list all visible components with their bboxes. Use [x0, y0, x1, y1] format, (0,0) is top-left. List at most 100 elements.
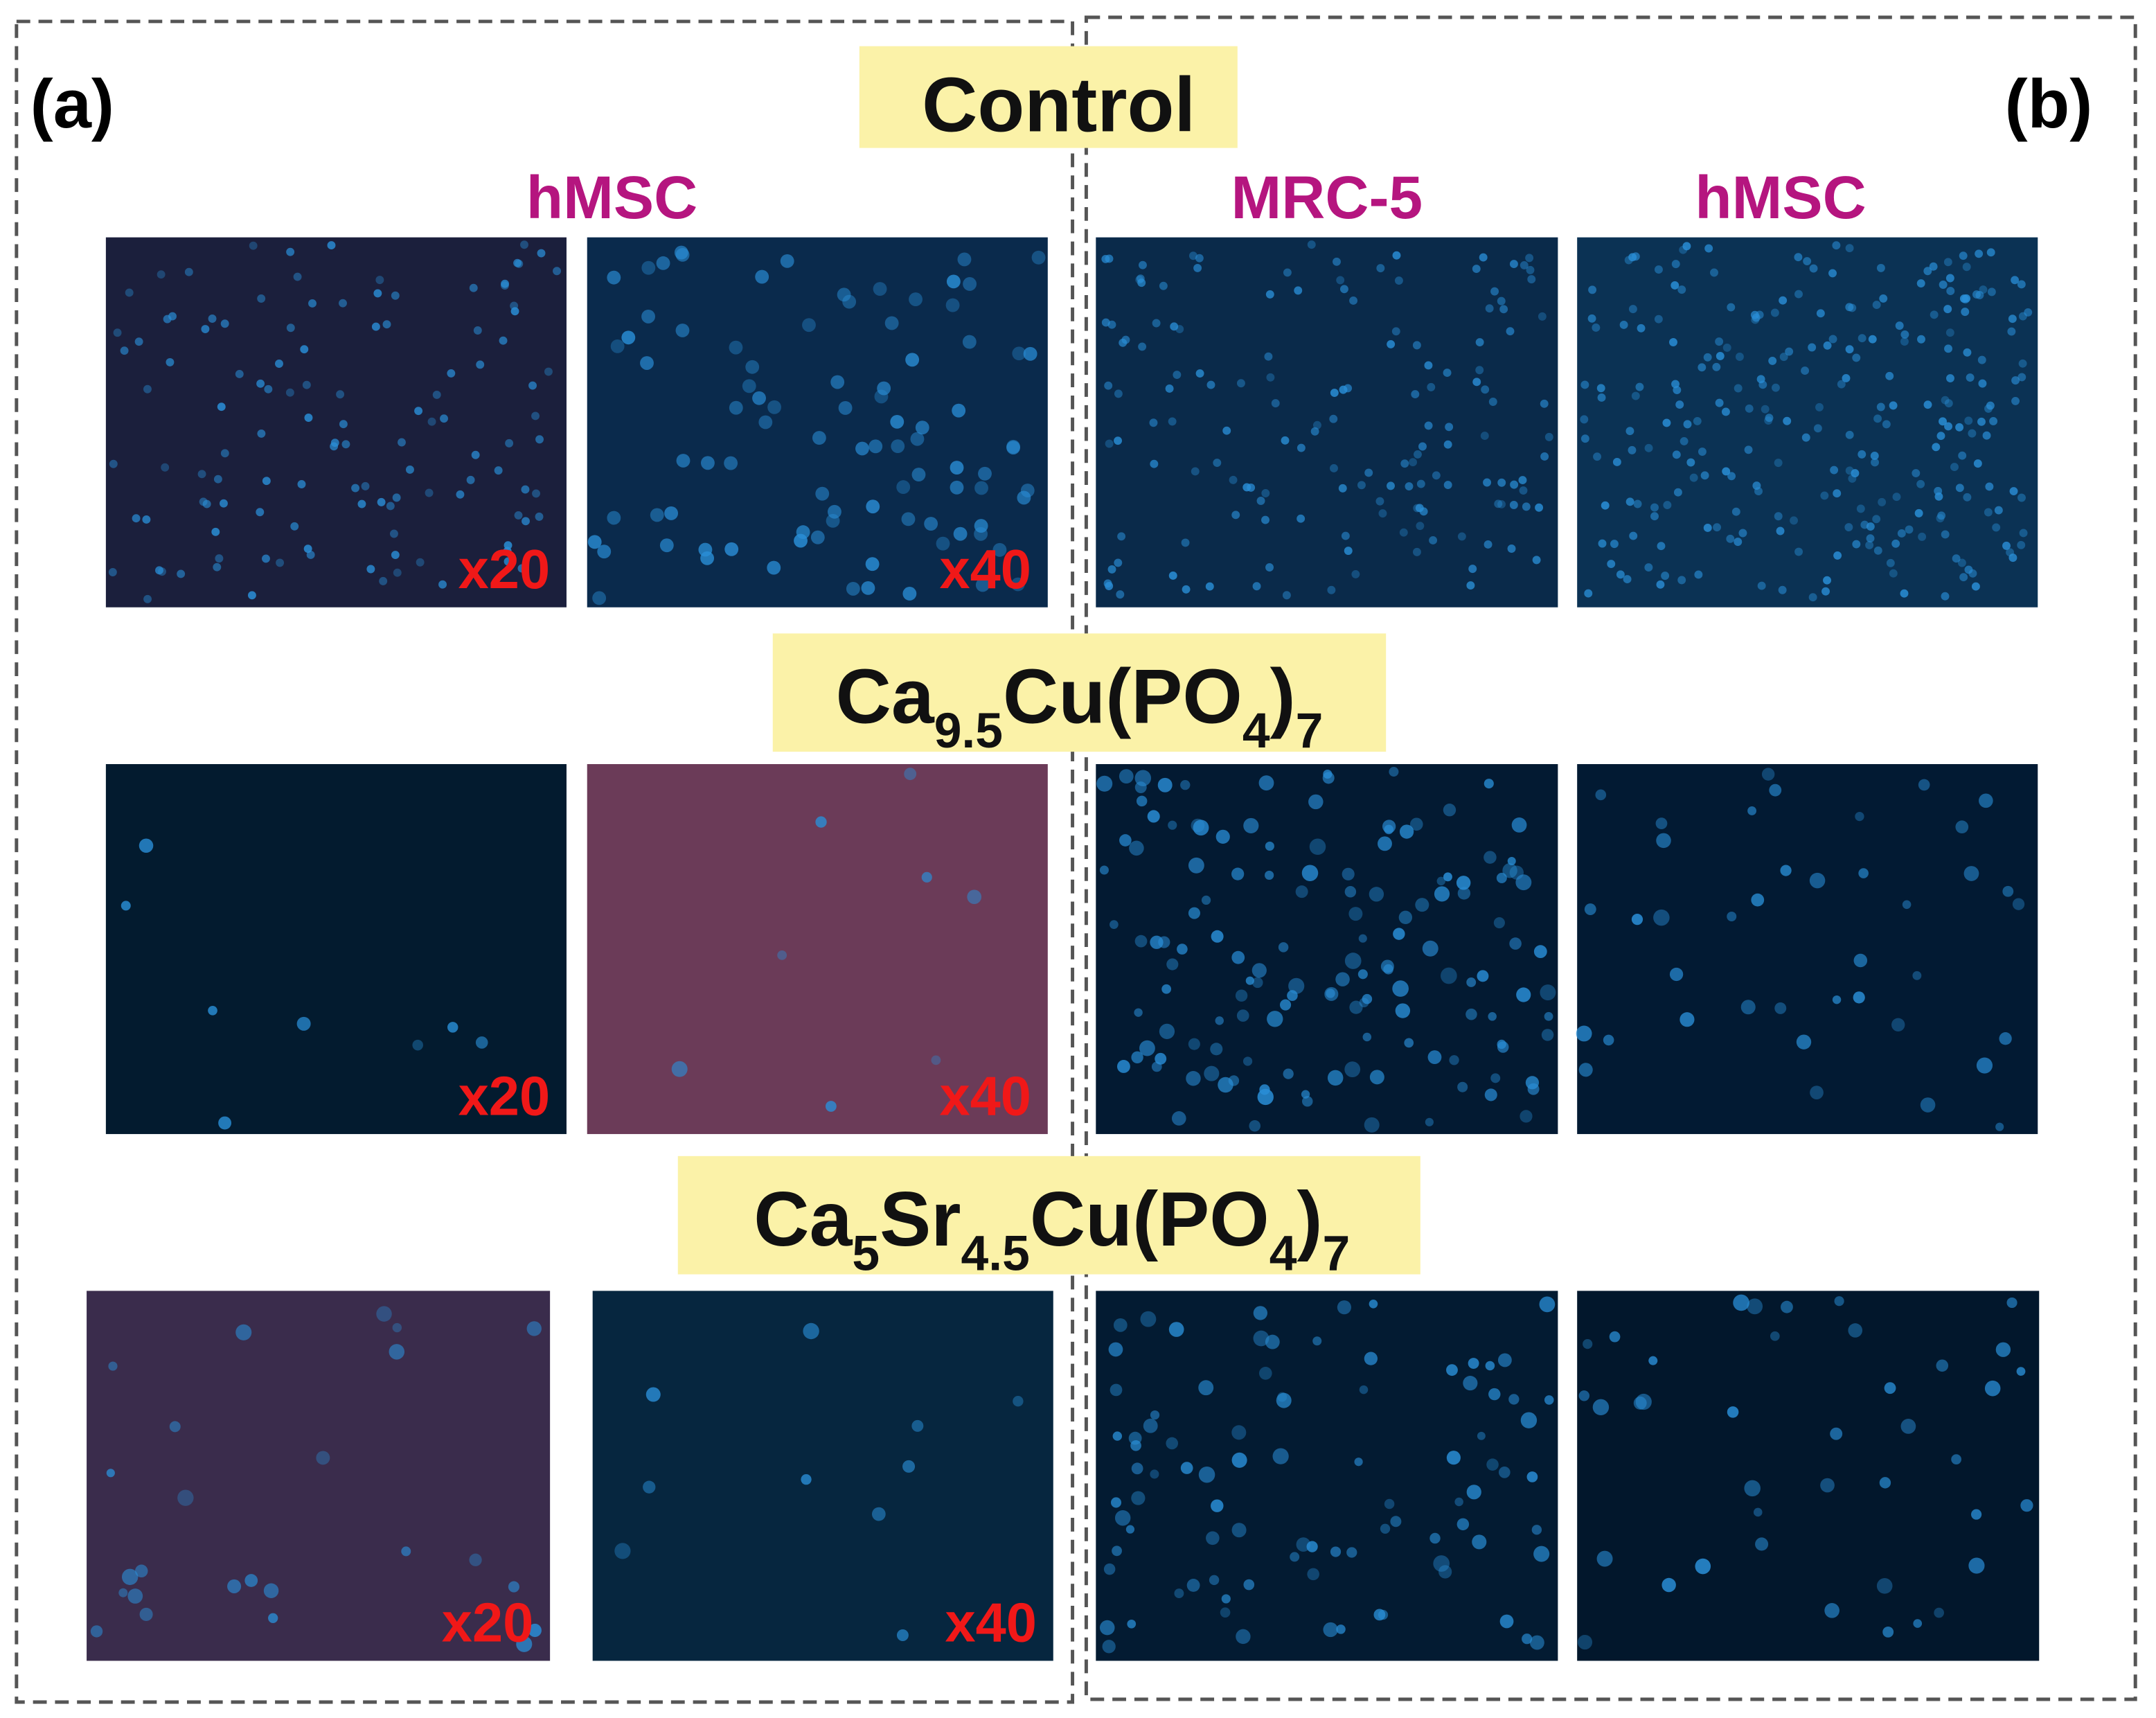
nucleus	[1339, 285, 1348, 294]
nucleus	[1882, 420, 1891, 429]
nucleus	[1845, 303, 1854, 312]
nucleus	[494, 466, 503, 475]
nucleus	[767, 400, 782, 414]
nucleus	[963, 277, 977, 291]
nucleus	[1204, 1065, 1220, 1081]
nucleus	[1936, 514, 1945, 523]
nucleus	[1218, 1077, 1233, 1093]
nucleus	[1392, 251, 1401, 260]
nucleus	[1201, 895, 1211, 905]
nucleus	[1532, 556, 1541, 565]
nucleus	[1578, 1390, 1590, 1401]
nucleus	[974, 526, 988, 541]
nucleus	[1885, 371, 1894, 380]
nucleus	[1978, 379, 1987, 388]
nucleus	[1357, 969, 1368, 980]
panel-label: (b)	[2005, 66, 2093, 143]
nucleus	[213, 475, 222, 484]
nucleus	[1261, 515, 1269, 524]
nucleus	[597, 544, 612, 559]
nucleus	[1889, 401, 1898, 410]
nucleus	[132, 514, 141, 523]
nucleus	[1951, 1454, 1961, 1464]
nucleus	[1848, 303, 1857, 312]
title-part: 7	[1322, 1226, 1350, 1282]
nucleus	[1744, 445, 1753, 454]
nucleus	[1738, 529, 1747, 538]
nucleus	[1182, 585, 1191, 594]
nucleus	[377, 497, 386, 506]
nucleus	[1112, 1546, 1122, 1557]
nucleus	[1733, 1294, 1749, 1311]
nucleus	[962, 335, 977, 349]
nucleus	[1181, 538, 1190, 547]
nucleus	[1415, 898, 1429, 912]
nucleus	[1944, 399, 1953, 408]
nucleus	[1326, 989, 1335, 998]
nucleus	[1488, 1012, 1497, 1021]
nucleus	[544, 367, 553, 376]
nucleus	[1675, 400, 1684, 409]
nucleus	[1119, 769, 1134, 784]
magnification-label: x40	[939, 1065, 1031, 1126]
nucleus	[1995, 1342, 2011, 1357]
nucleus	[1113, 1318, 1128, 1332]
nucleus	[1663, 501, 1672, 510]
nucleus	[1783, 416, 1792, 425]
nucleus	[1695, 1558, 1711, 1575]
nucleus	[306, 551, 315, 559]
nucleus	[256, 379, 265, 388]
title-part: Cu(PO	[1030, 1176, 1269, 1262]
nucleus	[1012, 346, 1026, 361]
nucleus	[1096, 775, 1113, 792]
nucleus	[257, 294, 266, 303]
nucleus	[177, 569, 186, 578]
nucleus	[1680, 1012, 1695, 1027]
nucleus	[1750, 310, 1759, 319]
nucleus	[1576, 1025, 1592, 1042]
title-part: )	[1270, 653, 1296, 739]
nucleus	[2017, 280, 2026, 289]
nucleus	[1134, 781, 1147, 793]
nucleus	[607, 511, 621, 525]
nucleus	[1330, 1546, 1342, 1557]
nucleus	[931, 1055, 941, 1065]
nucleus	[398, 438, 406, 447]
nucleus	[1493, 916, 1505, 929]
nucleus	[1848, 1323, 1863, 1338]
nucleus	[1540, 452, 1549, 461]
nucleus	[500, 281, 509, 290]
nucleus	[846, 581, 860, 596]
nucleus	[528, 381, 537, 390]
nucleus	[2011, 396, 2020, 405]
nucleus	[1878, 497, 1887, 506]
nucleus	[992, 542, 1007, 557]
nucleus	[379, 576, 388, 585]
row-title: Control	[922, 62, 1195, 148]
nucleus	[1193, 263, 1202, 272]
nucleus	[249, 241, 258, 250]
nucleus	[1757, 581, 1766, 590]
nucleus	[1351, 569, 1360, 578]
nucleus	[1897, 529, 1906, 538]
nucleus	[1499, 305, 1508, 314]
nucleus	[1677, 576, 1686, 585]
nucleus	[1114, 1509, 1131, 1526]
nucleus	[1264, 352, 1273, 361]
nucleus	[1958, 451, 1967, 460]
nucleus	[1112, 1431, 1123, 1441]
nucleus	[1414, 450, 1422, 459]
nucleus	[1882, 1626, 1894, 1638]
nucleus	[911, 1419, 924, 1432]
column-header: MRC-5	[1231, 163, 1423, 231]
nucleus	[1236, 1009, 1249, 1022]
nucleus	[1886, 558, 1895, 567]
nucleus	[1283, 268, 1292, 277]
nucleus	[1598, 539, 1607, 548]
nucleus	[1337, 1300, 1352, 1315]
nucleus	[118, 1588, 128, 1597]
nucleus	[1529, 1635, 1544, 1650]
nucleus	[1463, 1376, 1478, 1391]
nucleus	[1236, 379, 1245, 388]
